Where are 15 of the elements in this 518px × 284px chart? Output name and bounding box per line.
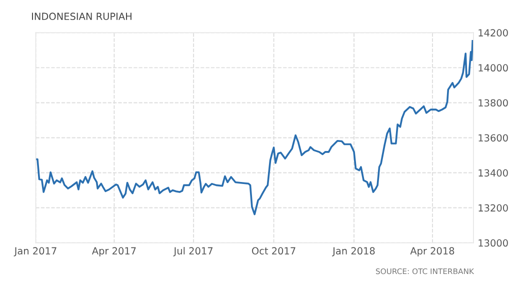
y-tick-label: 13200: [478, 204, 508, 212]
x-tick-label: Oct 2017: [252, 247, 296, 255]
y-tick-label: 13000: [478, 239, 508, 247]
y-tick-label: 14000: [478, 64, 508, 72]
y-tick-label: 14200: [478, 29, 508, 36]
x-tick-label: Apr 2018: [410, 247, 454, 256]
chart-title: INDONESIAN RUPIAH: [32, 12, 132, 20]
y-tick-label: 13800: [478, 99, 508, 107]
y-tick-label: 13600: [478, 134, 508, 142]
x-tick-label: Jan 2017: [14, 247, 56, 256]
line-series: [36, 40, 474, 216]
y-tick-label: 13400: [478, 169, 508, 177]
x-tick-label: Jul 2017: [173, 246, 213, 256]
x-tick-label: Apr 2017: [92, 247, 136, 256]
x-tick-label: Jan 2018: [332, 247, 375, 256]
